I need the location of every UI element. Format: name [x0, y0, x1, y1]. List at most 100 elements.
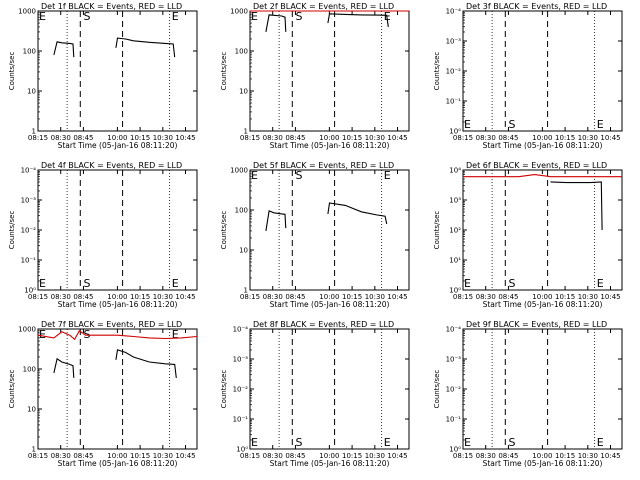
x-axis-label: Start Time (05-Jan-16 08:11:20)	[58, 300, 178, 309]
x-tick-label: 10:45	[387, 134, 407, 142]
y-axis-label: Counts/sec	[220, 211, 228, 250]
marker-e: E	[464, 436, 471, 449]
series-events-line	[115, 349, 177, 378]
panel-det-4: Det 4f BLACK = Events, RED = LLD 10⁰ 10⁻¹ 1…	[8, 161, 198, 309]
series-events-line	[327, 13, 389, 27]
x-tick-label: 10:00	[532, 134, 552, 142]
y-tick-label: 1000	[230, 8, 248, 16]
x-tick-label: 08:15	[453, 293, 473, 301]
panel-title: Det 4f BLACK = Events, RED = LLD	[41, 161, 182, 170]
x-tick-label: 08:45	[498, 293, 518, 301]
plot-frame	[37, 10, 198, 132]
y-tick-label: 10⁰	[449, 446, 461, 454]
y-tick-label: 1	[32, 128, 36, 136]
y-axis-label: Counts/sec	[220, 52, 228, 91]
marker-e: E	[172, 10, 179, 23]
x-tick-label: 08:30	[51, 452, 71, 460]
marker-e: E	[464, 118, 471, 131]
x-axis-label: Start Time (05-Jan-16 08:11:20)	[483, 141, 603, 150]
x-tick-label: 08:30	[51, 293, 71, 301]
y-tick-label: 10⁻²	[446, 68, 462, 76]
plot-frame	[249, 328, 410, 450]
x-tick-label: 08:15	[28, 134, 48, 142]
marker-e: E	[597, 277, 604, 290]
x-tick-label: 10:00	[532, 293, 552, 301]
x-tick-label: 10:15	[130, 134, 150, 142]
y-tick-label: 10¹	[449, 257, 461, 265]
x-tick-label: 08:30	[263, 293, 283, 301]
y-tick-label: 10³	[449, 197, 461, 205]
marker-e: E	[251, 10, 258, 23]
x-tick-label: 10:15	[555, 452, 575, 460]
panel-det-2: Det 2f BLACK = Events, RED = LLD 1 10 100 10…	[220, 2, 410, 150]
x-tick-label: 08:30	[263, 134, 283, 142]
series-lld-line	[37, 330, 198, 341]
x-tick-label: 10:45	[175, 452, 195, 460]
plot-frame	[249, 10, 410, 132]
x-axis-label: Start Time (05-Jan-16 08:11:20)	[483, 300, 603, 309]
panel-det-1: Det 1f BLACK = Events, RED = LLD 1 10 100 10…	[8, 2, 198, 150]
marker-e: E	[39, 277, 46, 290]
marker-e: E	[597, 118, 604, 131]
series-events-line	[53, 41, 75, 58]
x-tick-label: 08:15	[453, 452, 473, 460]
marker-s: S	[509, 277, 516, 290]
x-tick-label: 10:00	[532, 452, 552, 460]
x-tick-label: 10:00	[107, 452, 127, 460]
y-axis-label: Counts/sec	[8, 370, 16, 409]
x-tick-label: 08:45	[498, 452, 518, 460]
y-tick-label: 100	[235, 207, 248, 215]
x-tick-label: 10:45	[387, 293, 407, 301]
panel-title: Det 8f BLACK = Events, RED = LLD	[253, 320, 394, 329]
x-tick-label: 10:30	[578, 452, 598, 460]
y-tick-label: 10⁰	[449, 287, 461, 295]
y-tick-label: 10	[27, 406, 36, 414]
x-tick-label: 10:45	[600, 452, 620, 460]
y-tick-label: 10⁰	[449, 128, 461, 136]
x-tick-label: 08:30	[263, 452, 283, 460]
x-tick-label: 10:30	[153, 134, 173, 142]
panel-title: Det 5f BLACK = Events, RED = LLD	[253, 161, 394, 170]
marker-s: S	[296, 436, 303, 449]
plot-frame	[37, 169, 198, 291]
marker-s: S	[84, 10, 91, 23]
x-axis-label: Start Time (05-Jan-16 08:11:20)	[270, 141, 390, 150]
y-tick-label: 10⁰	[236, 446, 248, 454]
x-tick-label: 08:45	[498, 134, 518, 142]
marker-s: S	[296, 10, 303, 23]
y-axis-label: Counts/sec	[433, 370, 441, 409]
y-tick-label: 1000	[18, 8, 36, 16]
marker-s: S	[509, 118, 516, 131]
y-tick-label: 10⁻⁴	[233, 326, 249, 334]
panel-det-9: Det 9f BLACK = Events, RED = LLD 10⁰ 10⁻¹ 1…	[433, 320, 623, 468]
y-tick-label: 10⁴	[449, 167, 461, 175]
x-tick-label: 08:15	[240, 293, 260, 301]
x-tick-label: 10:45	[175, 134, 195, 142]
x-tick-label: 08:15	[28, 452, 48, 460]
series-lld-line	[463, 174, 622, 178]
x-tick-label: 10:00	[319, 134, 339, 142]
y-axis-label: Counts/sec	[8, 52, 16, 91]
marker-e: E	[39, 10, 46, 23]
x-axis-label: Start Time (05-Jan-16 08:11:20)	[270, 459, 390, 468]
y-tick-label: 1	[244, 287, 248, 295]
y-tick-label: 10⁻¹	[446, 416, 462, 424]
y-tick-label: 10⁻¹	[446, 98, 462, 106]
marker-e: E	[251, 436, 258, 449]
y-tick-label: 10⁻⁴	[446, 326, 462, 334]
x-axis-label: Start Time (05-Jan-16 08:11:20)	[270, 300, 390, 309]
x-tick-label: 10:00	[107, 293, 127, 301]
x-tick-label: 08:30	[476, 293, 496, 301]
x-tick-label: 10:45	[387, 452, 407, 460]
panel-title: Det 7f BLACK = Events, RED = LLD	[41, 320, 182, 329]
x-tick-label: 10:15	[342, 452, 362, 460]
x-tick-label: 10:30	[153, 293, 173, 301]
x-tick-label: 08:45	[285, 452, 305, 460]
marker-e: E	[251, 169, 258, 182]
y-tick-label: 10⁻⁴	[446, 8, 462, 16]
marker-s: S	[509, 436, 516, 449]
plot-frame	[37, 328, 198, 450]
x-tick-label: 10:00	[107, 134, 127, 142]
x-axis-label: Start Time (05-Jan-16 08:11:20)	[58, 459, 178, 468]
